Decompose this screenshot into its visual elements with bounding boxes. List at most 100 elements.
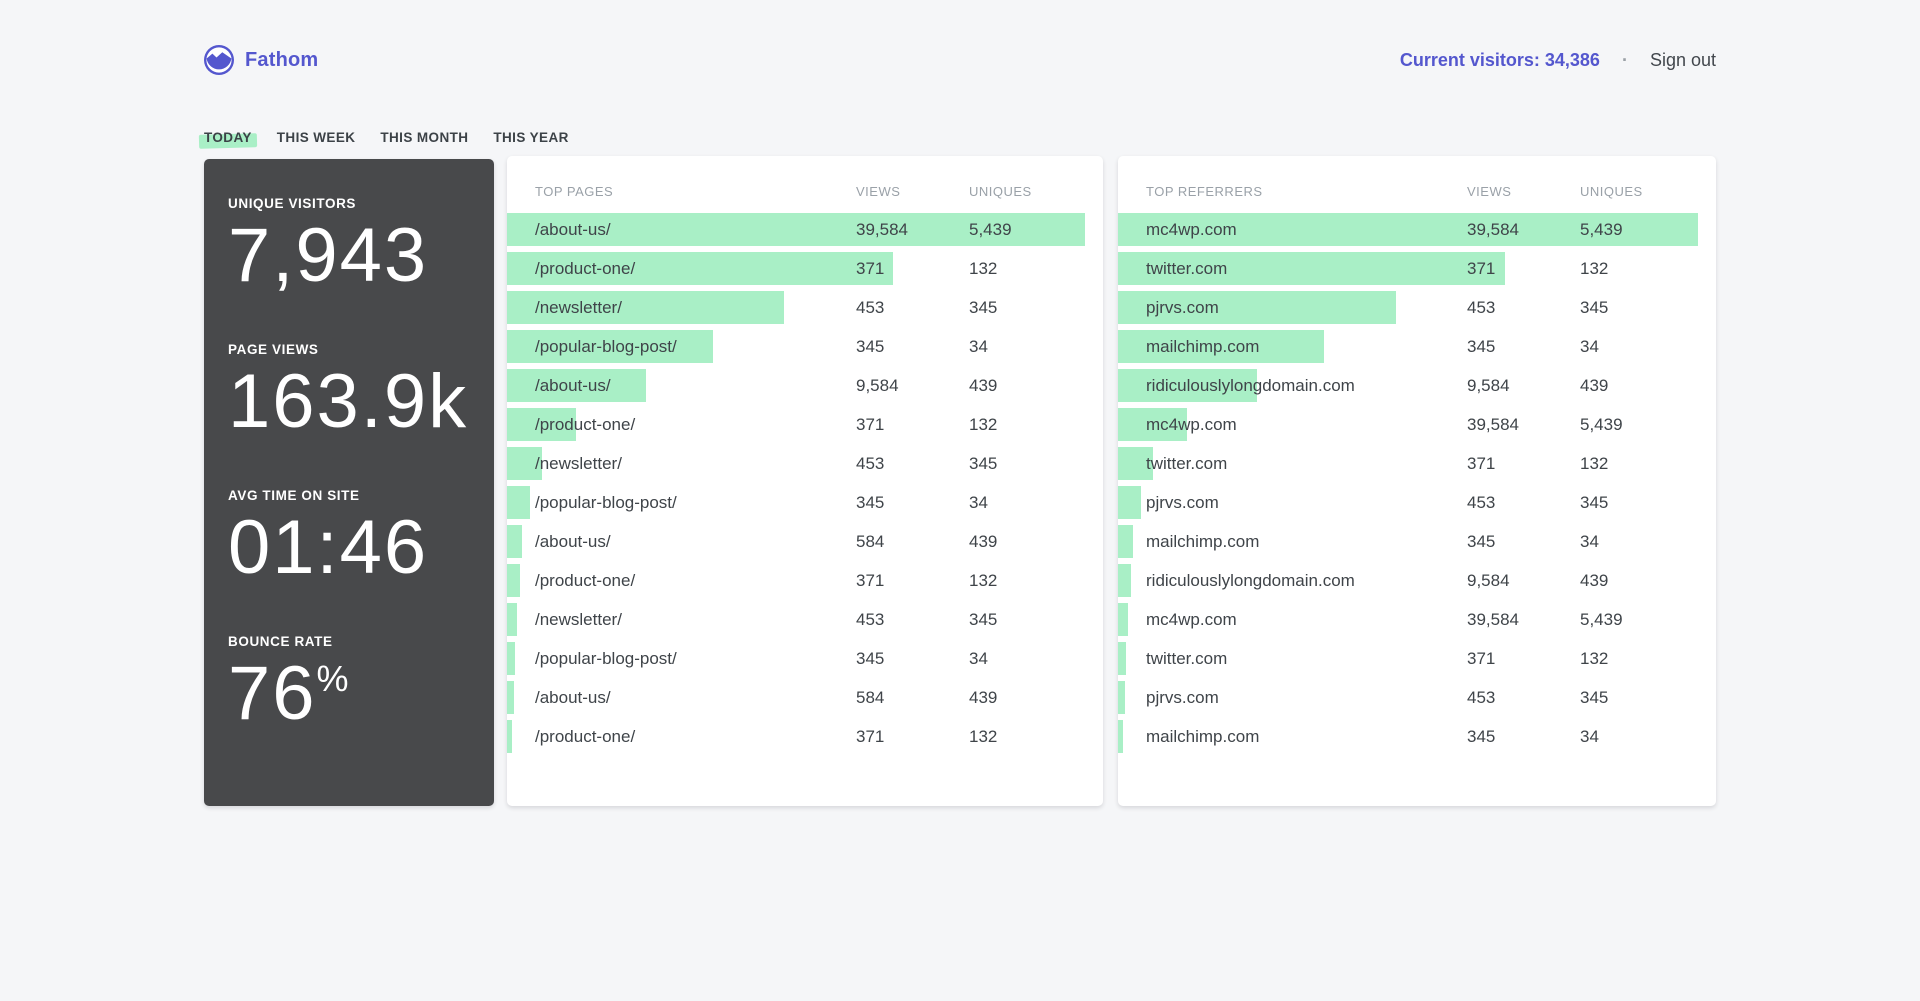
views-cell: 371	[856, 258, 885, 278]
views-cell: 371	[1467, 258, 1496, 278]
uniques-cell: 132	[969, 258, 998, 278]
stat-label: UNIQUE VISITORS	[228, 196, 357, 211]
uniques-cell: 34	[1580, 336, 1599, 356]
stat-block: UNIQUE VISITORS 7,943	[228, 196, 470, 295]
table-row: twitter.com 371 132	[1118, 447, 1716, 480]
row-bar	[507, 642, 516, 675]
views-cell: 453	[856, 453, 885, 473]
row-bar	[1118, 369, 1258, 402]
uniques-cell: 34	[969, 336, 988, 356]
row-cells: pjrvs.com 453 345	[1118, 291, 1716, 324]
uniques-cell: 345	[969, 609, 998, 629]
top-pages-card: TOP PAGES VIEWS UNIQUES /about-us/ 39,58…	[507, 156, 1103, 806]
page-path-cell: /popular-blog-post/	[535, 648, 677, 668]
referrer-domain-cell: twitter.com	[1146, 453, 1228, 473]
row-cells: /product-one/ 371 132	[507, 252, 1103, 285]
views-cell: 345	[1467, 726, 1496, 746]
uniques-cell: 132	[1580, 258, 1609, 278]
row-bar	[507, 291, 785, 324]
period-tab[interactable]: THIS WEEK	[277, 128, 356, 147]
row-bar	[1118, 291, 1397, 324]
table-row: pjrvs.com 453 345	[1118, 291, 1716, 324]
row-bar	[1118, 486, 1142, 519]
table-row: /product-one/ 371 132	[507, 720, 1103, 753]
uniques-cell: 5,439	[1580, 219, 1623, 239]
views-column-header: VIEWS	[1467, 184, 1512, 199]
row-bar	[507, 525, 522, 558]
row-bar	[507, 486, 531, 519]
brand-link[interactable]: Fathom	[204, 45, 318, 75]
stat-label: PAGE VIEWS	[228, 342, 319, 358]
page-path-cell: /product-one/	[535, 726, 636, 746]
row-cells: /about-us/ 39,584 5,439	[507, 213, 1103, 246]
uniques-cell: 34	[969, 648, 988, 668]
table-row: /about-us/ 584 439	[507, 525, 1103, 558]
views-cell: 453	[1467, 492, 1496, 512]
stat-value: 163.9k	[228, 359, 469, 445]
row-cells: /popular-blog-post/ 345 34	[507, 486, 1103, 519]
views-cell: 39,584	[1467, 609, 1519, 629]
stat-block: AVG TIME ON SITE 01:46	[228, 488, 470, 587]
views-cell: 371	[856, 414, 885, 434]
referrer-domain-cell: pjrvs.com	[1146, 297, 1219, 317]
table-row: /product-one/ 371 132	[507, 408, 1103, 441]
period-tab[interactable]: THIS MONTH	[380, 128, 468, 147]
uniques-cell: 5,439	[1580, 414, 1623, 434]
top-referrers-title: TOP REFERRERS	[1146, 184, 1263, 199]
row-cells: mailchimp.com 345 34	[1118, 525, 1716, 558]
period-tab-label: TODAY	[204, 130, 252, 145]
stat-block: BOUNCE RATE 76%	[228, 634, 470, 733]
period-tab[interactable]: TODAY	[204, 128, 252, 147]
uniques-cell: 132	[1580, 453, 1609, 473]
current-visitors-link[interactable]: Current visitors: 34,386	[1399, 49, 1600, 70]
table-row: mc4wp.com 39,584 5,439	[1118, 603, 1716, 636]
table-row: twitter.com 371 132	[1118, 642, 1716, 675]
row-bar	[1118, 720, 1124, 753]
period-tab[interactable]: THIS YEAR	[493, 128, 568, 147]
dashboard-cards: UNIQUE VISITORS 7,943 PAGE VIEWS 163.9k …	[204, 156, 1716, 806]
row-bar	[507, 681, 514, 714]
topbar-right: Current visitors: 34,386 · Sign out	[1400, 50, 1716, 71]
uniques-cell: 439	[969, 375, 998, 395]
stat-suffix: %	[316, 658, 349, 700]
page-path-cell: /about-us/	[535, 531, 611, 551]
views-cell: 345	[856, 492, 885, 512]
row-cells: /product-one/ 371 132	[507, 720, 1103, 753]
row-cells: /product-one/ 371 132	[507, 564, 1103, 597]
topbar: Fathom Current visitors: 34,386 · Sign o…	[204, 0, 1716, 78]
uniques-cell: 439	[969, 687, 998, 707]
period-tab-label: THIS WEEK	[276, 130, 356, 145]
views-cell: 39,584	[856, 219, 908, 239]
table-row: /popular-blog-post/ 345 34	[507, 330, 1103, 363]
referrer-domain-cell: mailchimp.com	[1146, 336, 1260, 356]
uniques-cell: 5,439	[969, 219, 1012, 239]
row-bar	[1118, 330, 1325, 363]
page-path-cell: /newsletter/	[535, 609, 622, 629]
stat-label: BOUNCE RATE	[228, 634, 333, 650]
views-cell: 371	[856, 570, 885, 590]
row-cells: mc4wp.com 39,584 5,439	[1118, 408, 1716, 441]
table-row: /popular-blog-post/ 345 34	[507, 642, 1103, 675]
views-cell: 453	[856, 297, 885, 317]
table-row: /newsletter/ 453 345	[507, 291, 1103, 324]
views-cell: 584	[856, 531, 885, 551]
sign-out-link[interactable]: Sign out	[1649, 49, 1716, 70]
views-cell: 9,584	[1467, 375, 1510, 395]
uniques-cell: 132	[969, 414, 998, 434]
views-cell: 345	[1467, 336, 1496, 356]
row-bar	[1118, 603, 1129, 636]
top-referrers-rows: mc4wp.com 39,584 5,439 twitter.com 371 1…	[1118, 213, 1716, 753]
table-row: /product-one/ 371 132	[507, 252, 1103, 285]
row-cells: twitter.com 371 132	[1118, 252, 1716, 285]
row-bar	[507, 408, 577, 441]
table-row: mc4wp.com 39,584 5,439	[1118, 213, 1716, 246]
uniques-cell: 132	[1580, 648, 1609, 668]
row-bar	[507, 213, 1086, 246]
row-cells: /about-us/ 584 439	[507, 681, 1103, 714]
page-path-cell: /product-one/	[535, 414, 636, 434]
row-bar	[1118, 642, 1127, 675]
table-row: /about-us/ 584 439	[507, 681, 1103, 714]
referrer-domain-cell: mc4wp.com	[1146, 219, 1237, 239]
views-cell: 453	[1467, 687, 1496, 707]
row-bar	[507, 720, 513, 753]
